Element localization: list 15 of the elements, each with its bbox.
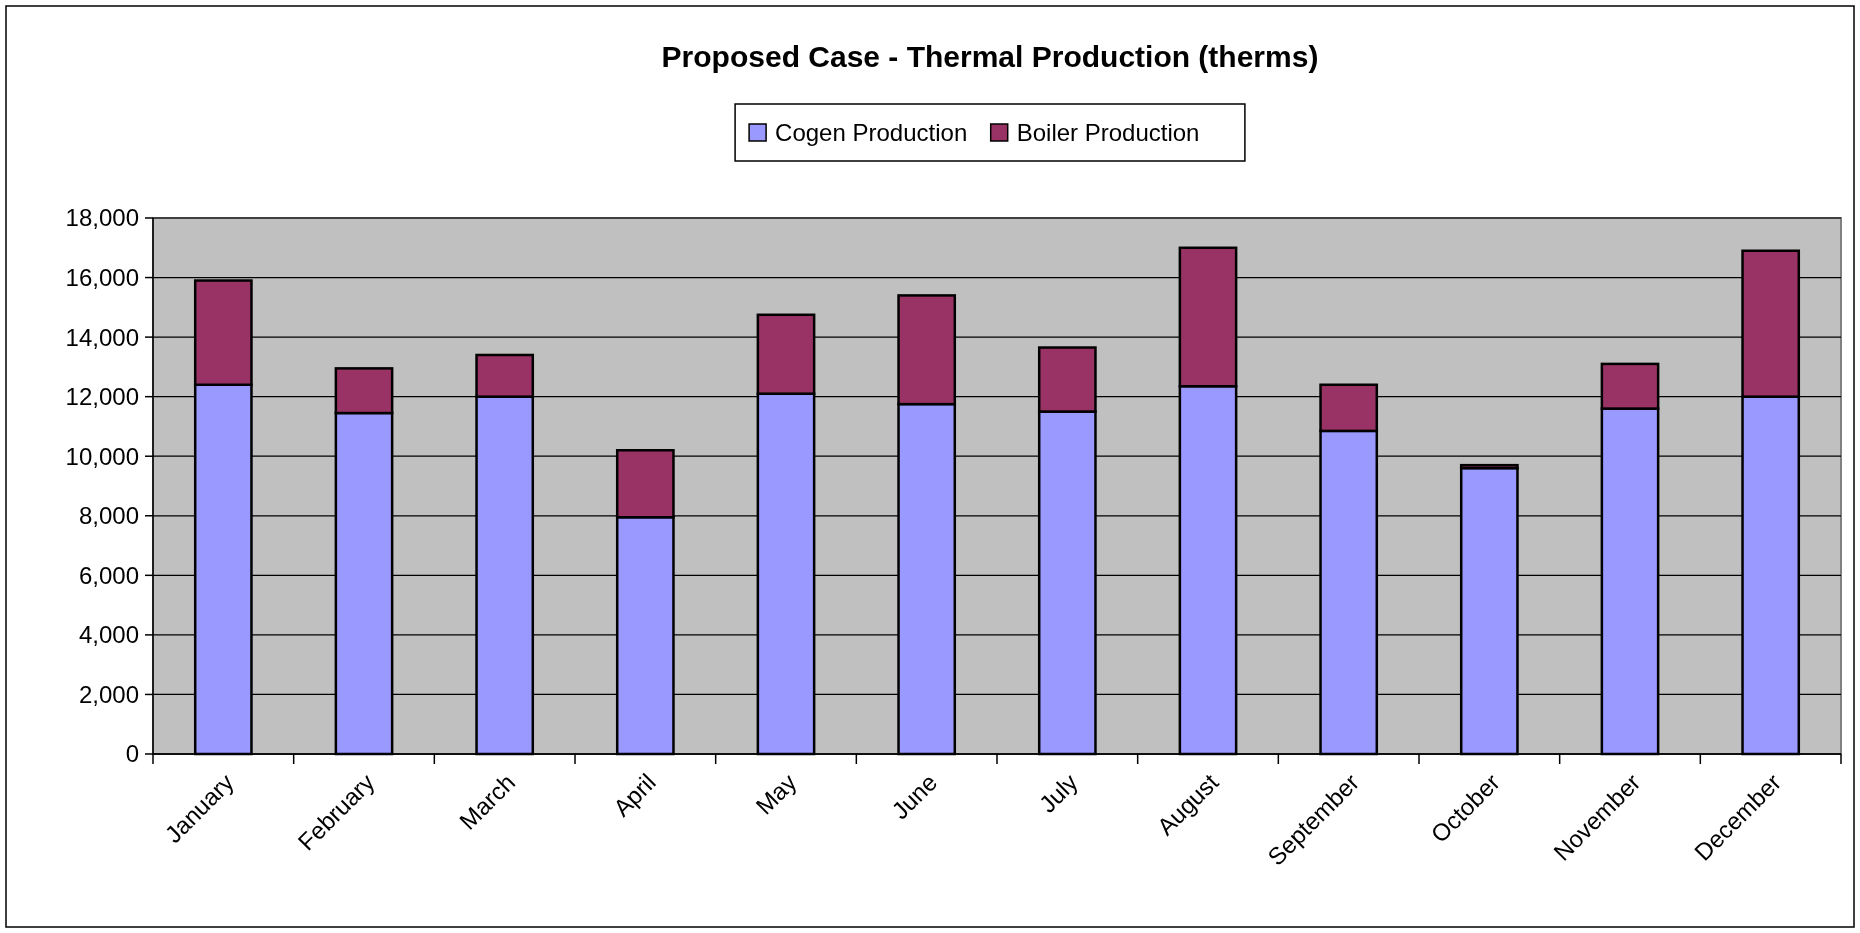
legend-label: Boiler Production xyxy=(1016,119,1200,147)
chart-title: Proposed Case - Thermal Production (therms) xyxy=(661,40,1319,73)
y-tick-label: 2,000 xyxy=(78,680,139,708)
y-tick-label: 0 xyxy=(125,740,139,768)
y-tick-label: 12,000 xyxy=(65,383,139,411)
x-tick-label: July xyxy=(1033,768,1083,818)
legend-label: Cogen Production xyxy=(775,119,968,147)
y-tick-label: 10,000 xyxy=(65,442,139,470)
y-tick-label: 6,000 xyxy=(78,561,139,589)
y-tick-label: 16,000 xyxy=(65,263,139,291)
y-tick-label: 4,000 xyxy=(78,621,139,649)
y-tick-label: 8,000 xyxy=(78,502,139,530)
y-tick-label: 18,000 xyxy=(65,204,139,232)
x-tick-label: May xyxy=(750,768,802,820)
y-tick-label: 14,000 xyxy=(65,323,139,351)
